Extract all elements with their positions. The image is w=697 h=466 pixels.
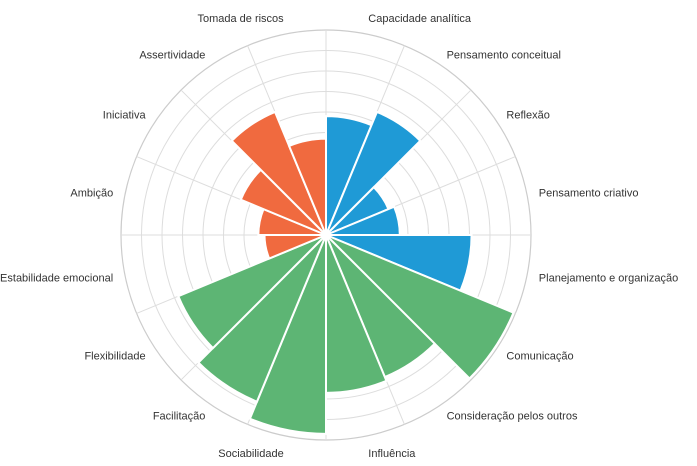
- category-label: Consideração pelos outros: [447, 410, 578, 422]
- bar-facilitação[interactable]: [197, 234, 327, 403]
- category-label: Iniciativa: [103, 109, 147, 121]
- bar-flexibilidade[interactable]: [176, 234, 327, 350]
- bar-sociabilidade[interactable]: [248, 234, 327, 435]
- bar-assertividade[interactable]: [230, 110, 327, 236]
- category-label: Tomada de riscos: [197, 13, 284, 25]
- category-label: Pensamento criativo: [539, 188, 639, 200]
- category-label: Facilitação: [153, 410, 206, 422]
- chart-bars: [176, 110, 515, 435]
- category-label: Influência: [368, 448, 416, 460]
- category-label: Estabilidade emocional: [0, 272, 113, 284]
- category-label: Sociabilidade: [218, 448, 283, 460]
- bar-pensamento-conceitual[interactable]: [325, 110, 422, 236]
- bar-comunicação[interactable]: [325, 234, 515, 380]
- bar-tomada-de-riscos[interactable]: [287, 137, 327, 236]
- category-label: Comunicação: [506, 351, 573, 363]
- category-label: Reflexão: [506, 109, 549, 121]
- chart-category-labels: Capacidade analítica Pensamento conceitua…: [0, 13, 678, 460]
- category-label: Pensamento conceitual: [447, 50, 561, 62]
- category-label: Ambição: [70, 188, 113, 200]
- category-label: Capacidade analítica: [368, 13, 472, 25]
- category-label: Flexibilidade: [84, 351, 145, 363]
- category-label: Assertividade: [139, 50, 205, 62]
- category-label: Planejamento e organização: [539, 272, 678, 284]
